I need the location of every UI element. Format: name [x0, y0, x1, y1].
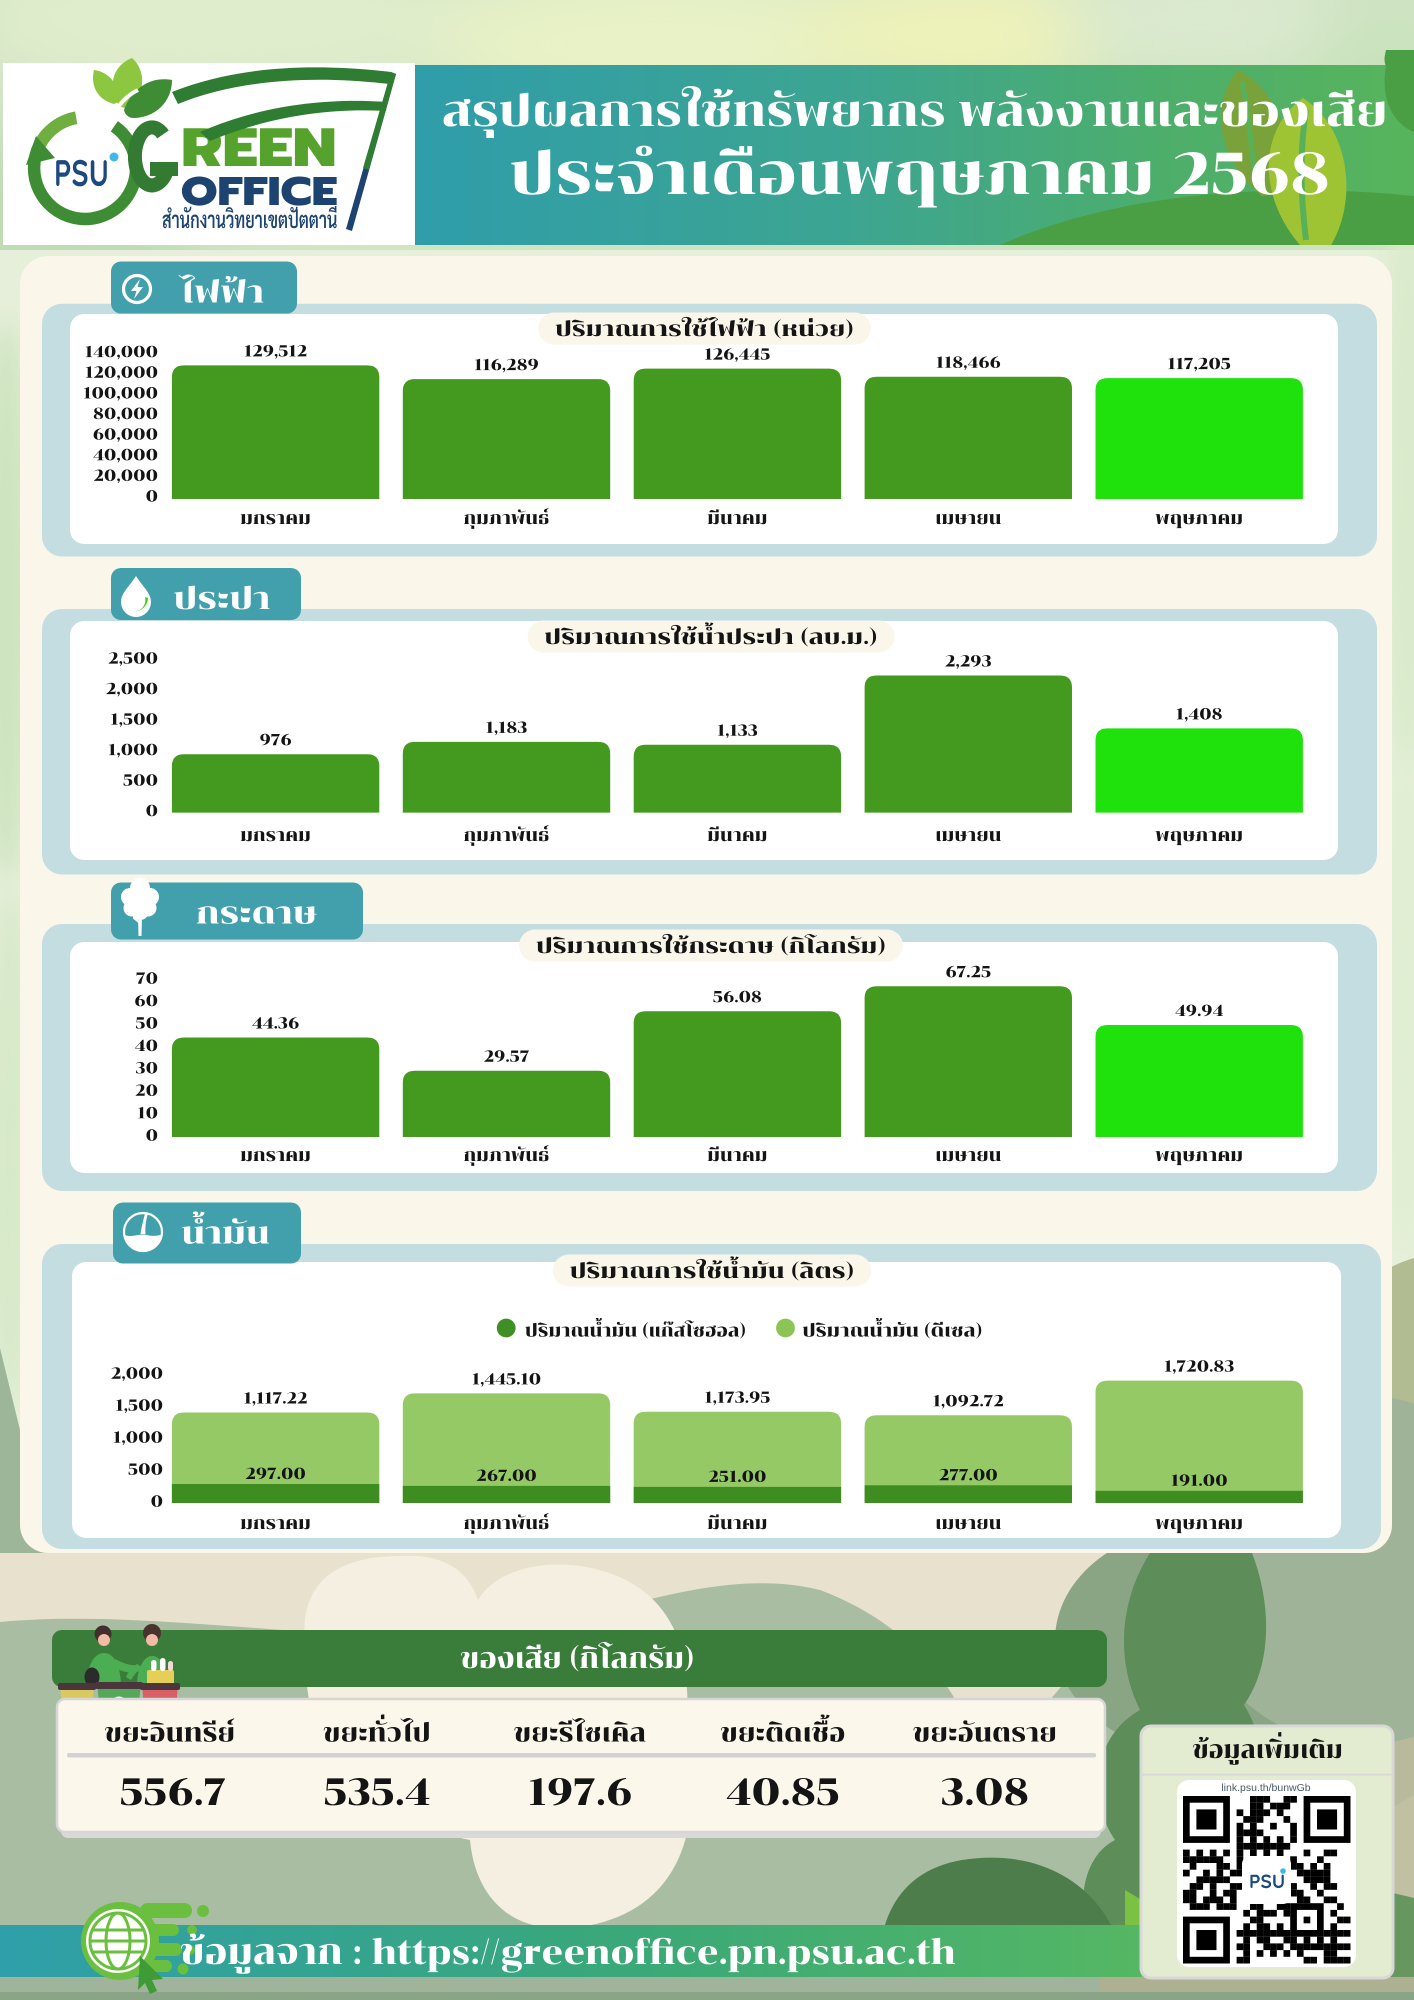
svg-text:link.psu.th/bunwGb: link.psu.th/bunwGb: [1221, 1782, 1310, 1794]
